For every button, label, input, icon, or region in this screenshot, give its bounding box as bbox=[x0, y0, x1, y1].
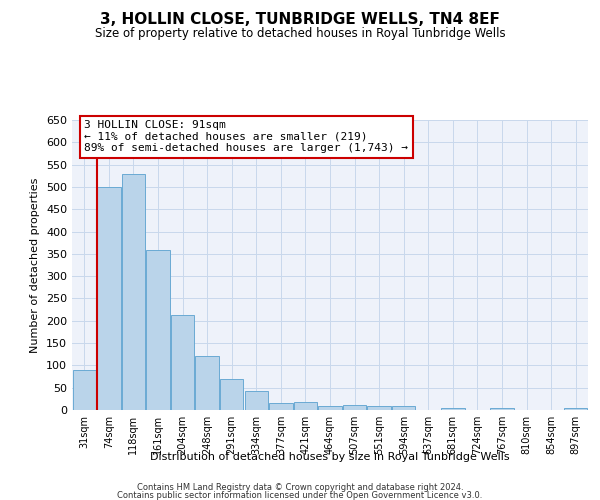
Bar bbox=[220, 379, 244, 410]
Bar bbox=[319, 406, 341, 410]
Bar bbox=[73, 370, 96, 410]
Bar bbox=[294, 402, 317, 410]
Bar bbox=[441, 408, 464, 410]
Bar bbox=[196, 356, 219, 410]
Text: Size of property relative to detached houses in Royal Tunbridge Wells: Size of property relative to detached ho… bbox=[95, 28, 505, 40]
Bar bbox=[392, 406, 415, 410]
Text: 3 HOLLIN CLOSE: 91sqm
← 11% of detached houses are smaller (219)
89% of semi-det: 3 HOLLIN CLOSE: 91sqm ← 11% of detached … bbox=[84, 120, 408, 153]
Text: Contains public sector information licensed under the Open Government Licence v3: Contains public sector information licen… bbox=[118, 492, 482, 500]
Text: 3, HOLLIN CLOSE, TUNBRIDGE WELLS, TN4 8EF: 3, HOLLIN CLOSE, TUNBRIDGE WELLS, TN4 8E… bbox=[100, 12, 500, 28]
Bar bbox=[269, 404, 293, 410]
Bar bbox=[367, 406, 391, 410]
Bar bbox=[122, 174, 145, 410]
Bar bbox=[490, 408, 514, 410]
Text: Distribution of detached houses by size in Royal Tunbridge Wells: Distribution of detached houses by size … bbox=[150, 452, 510, 462]
Text: Contains HM Land Registry data © Crown copyright and database right 2024.: Contains HM Land Registry data © Crown c… bbox=[137, 483, 463, 492]
Bar bbox=[146, 250, 170, 410]
Bar bbox=[97, 187, 121, 410]
Bar bbox=[343, 404, 366, 410]
Y-axis label: Number of detached properties: Number of detached properties bbox=[31, 178, 40, 352]
Bar bbox=[245, 392, 268, 410]
Bar bbox=[564, 408, 587, 410]
Bar bbox=[171, 316, 194, 410]
